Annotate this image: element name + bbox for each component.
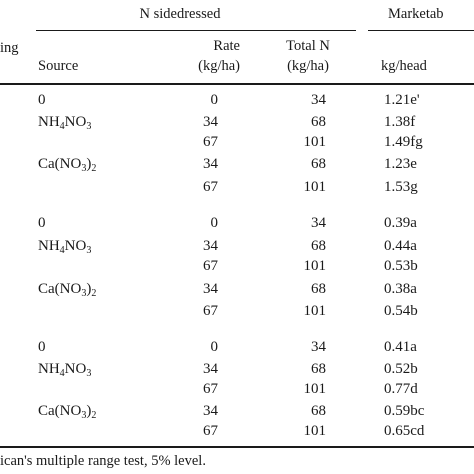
header-bottom-rule xyxy=(0,83,474,85)
formula-text: Ca(NO xyxy=(38,403,82,419)
cell-total-n: 101 xyxy=(303,258,327,274)
cell-source: Ca(NO3)2 xyxy=(38,155,97,174)
cell-total-n: 101 xyxy=(303,134,327,150)
cell-rate: 67 xyxy=(203,258,218,274)
cell-rate: 67 xyxy=(203,303,218,319)
cell-total-n: 68 xyxy=(311,156,326,172)
formula-text: NH xyxy=(38,114,60,130)
cell-kg-head: 1.53g xyxy=(384,179,418,195)
cell-rate: 34 xyxy=(203,114,218,130)
cell-kg-head: 0.53b xyxy=(384,258,418,274)
cell-kg-head: 0.52b xyxy=(384,361,418,377)
header-rule-n-sidedressed xyxy=(36,30,356,31)
formula-subscript: 2 xyxy=(91,163,97,174)
cell-source: 0 xyxy=(38,339,46,355)
cell-kg-head: 0.59bc xyxy=(384,403,425,419)
cell-total-n: 101 xyxy=(303,303,327,319)
cell-rate: 67 xyxy=(203,381,218,397)
col-header-rate: Rate xyxy=(213,38,240,54)
cell-total-n: 34 xyxy=(311,215,326,231)
cell-source: NH4NO3 xyxy=(38,237,92,256)
cell-rate: 34 xyxy=(203,361,218,377)
formula-text: ) xyxy=(86,156,92,172)
formula-subscript: 3 xyxy=(86,368,92,379)
formula-text: Ca(NO xyxy=(38,156,82,172)
col-header-source: Source xyxy=(38,58,79,74)
footnote: ican's multiple range test, 5% level. xyxy=(0,453,206,469)
formula-subscript: 4 xyxy=(59,121,65,132)
formula-text: ) xyxy=(86,281,92,297)
cell-rate: 34 xyxy=(203,238,218,254)
cell-total-n: 101 xyxy=(303,179,327,195)
cell-total-n: 68 xyxy=(311,281,326,297)
cell-total-n: 34 xyxy=(311,92,326,108)
cell-source: 0 xyxy=(38,92,46,108)
cell-rate: 0 xyxy=(210,215,219,231)
header-rule-marketable xyxy=(368,30,474,31)
formula-subscript: 3 xyxy=(81,288,87,299)
cell-rate: 67 xyxy=(203,423,218,439)
cell-rate: 67 xyxy=(203,179,218,195)
formula-text: NO xyxy=(64,361,87,377)
cell-source: Ca(NO3)2 xyxy=(38,280,97,299)
formula-text: NH xyxy=(38,361,60,377)
cell-kg-head: 0.54b xyxy=(384,303,418,319)
cell-rate: 34 xyxy=(203,403,218,419)
cell-source: NH4NO3 xyxy=(38,360,92,379)
col-header-kg-head: kg/head xyxy=(381,58,427,74)
cell-rate: 34 xyxy=(203,281,218,297)
cell-total-n: 68 xyxy=(311,403,326,419)
table-bottom-rule xyxy=(0,446,474,448)
formula-subscript: 3 xyxy=(81,163,87,174)
formula-text: ) xyxy=(86,403,92,419)
col-header-total-n: Total N xyxy=(286,38,330,54)
cell-kg-head: 1.21e' xyxy=(384,92,420,108)
cell-total-n: 68 xyxy=(311,114,326,130)
formula-subscript: 3 xyxy=(81,410,87,421)
cell-kg-head: 0.41a xyxy=(384,339,417,355)
header-marketable: Marketab xyxy=(388,6,444,22)
formula-subscript: 3 xyxy=(86,121,92,132)
cell-source: Ca(NO3)2 xyxy=(38,402,97,421)
cell-kg-head: 0.77d xyxy=(384,381,418,397)
cell-total-n: 34 xyxy=(311,339,326,355)
cell-source: 0 xyxy=(38,215,46,231)
cell-kg-head: 0.39a xyxy=(384,215,417,231)
formula-text: NO xyxy=(64,114,87,130)
formula-subscript: 3 xyxy=(86,245,92,256)
formula-text: Ca(NO xyxy=(38,281,82,297)
cell-total-n: 101 xyxy=(303,381,327,397)
cell-rate: 0 xyxy=(210,92,219,108)
cell-kg-head: 0.38a xyxy=(384,281,417,297)
cell-kg-head: 1.38f xyxy=(384,114,416,130)
cell-source: NH4NO3 xyxy=(38,113,92,132)
cell-total-n: 101 xyxy=(303,423,327,439)
cell-total-n: 68 xyxy=(311,361,326,377)
formula-subscript: 2 xyxy=(91,288,97,299)
formula-text: NO xyxy=(64,238,87,254)
formula-subscript: 2 xyxy=(91,410,97,421)
col-header-total-n-unit: (kg/ha) xyxy=(287,58,329,74)
cell-rate: 34 xyxy=(203,156,218,172)
cell-kg-head: 0.65cd xyxy=(384,423,425,439)
formula-subscript: 4 xyxy=(59,368,65,379)
formula-subscript: 4 xyxy=(59,245,65,256)
header-n-sidedressed: N sidedressed xyxy=(139,6,221,22)
cell-rate: 0 xyxy=(210,339,219,355)
col-header-spacing: ing xyxy=(0,40,19,56)
cell-total-n: 68 xyxy=(311,238,326,254)
cell-kg-head: 1.49fg xyxy=(384,134,423,150)
cell-kg-head: 0.44a xyxy=(384,238,417,254)
formula-text: NH xyxy=(38,238,60,254)
cell-kg-head: 1.23e xyxy=(384,156,417,172)
cell-rate: 67 xyxy=(203,134,218,150)
col-header-rate-unit: (kg/ha) xyxy=(198,58,240,74)
